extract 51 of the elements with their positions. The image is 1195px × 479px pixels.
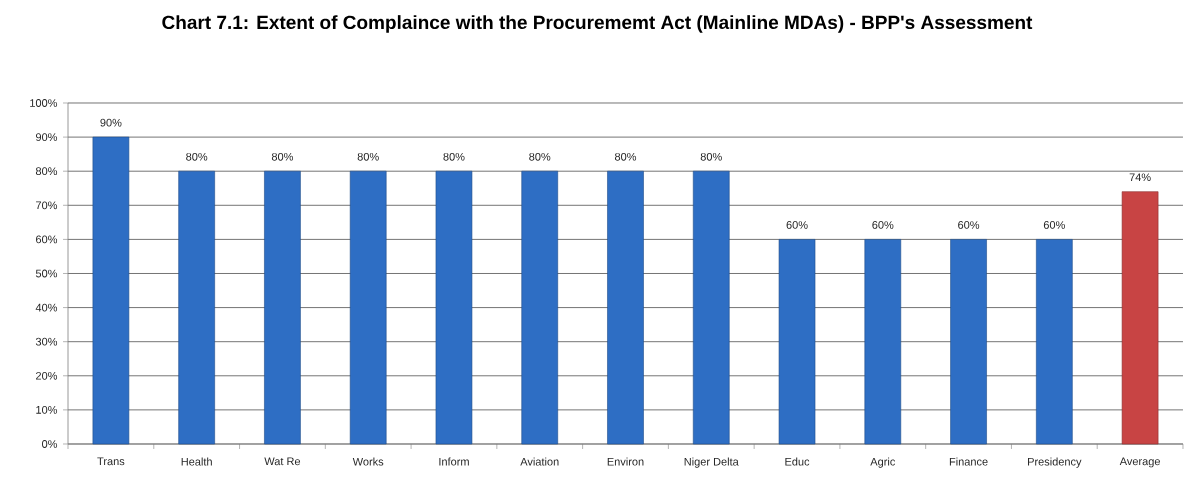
data-label: 80%	[443, 152, 465, 161]
x-tick-label: Works	[352, 457, 384, 466]
x-tick-label: Agric	[870, 457, 896, 468]
bar	[692, 170, 730, 445]
y-tick-label: 90%	[35, 133, 58, 141]
bar	[1036, 239, 1073, 445]
chart-title: Chart 7.1: Extent of Complaince with the Procurememt Act (Mainline MDAs) - BPP's Assessment	[162, 15, 1033, 33]
y-tick-label: 0%	[42, 440, 58, 448]
bar	[1121, 191, 1159, 445]
data-label: 74%	[1129, 173, 1151, 182]
bar	[92, 136, 130, 445]
bar	[178, 170, 215, 445]
data-label: 90%	[100, 118, 122, 127]
x-tick-label: Presidency	[1028, 457, 1082, 468]
y-tick-label: 40%	[35, 303, 58, 312]
y-tick-label: 100%	[30, 99, 58, 107]
x-tick-label: Inform	[439, 457, 469, 466]
data-label: 80%	[271, 152, 294, 161]
data-label: 80%	[357, 152, 379, 161]
data-label: 60%	[786, 221, 808, 229]
data-label: 60%	[872, 221, 894, 229]
bar	[435, 170, 473, 445]
x-tick-label: Aviation	[520, 457, 559, 466]
x-tick-label: Niger Delta	[684, 457, 739, 468]
bar	[264, 170, 301, 445]
x-tick-label: Health	[181, 457, 212, 466]
y-tick-label: 30%	[35, 337, 58, 346]
y-tick-label: 50%	[35, 269, 58, 278]
x-tick-label: Finance	[949, 457, 988, 466]
bar	[950, 239, 987, 445]
data-label: 60%	[1043, 221, 1065, 229]
x-tick-label: Wat Re	[264, 457, 301, 466]
bar	[864, 239, 902, 445]
y-tick-label: 80%	[35, 167, 58, 176]
data-label: 80%	[186, 152, 208, 161]
bar	[607, 170, 644, 445]
x-tick-label: Average	[1119, 457, 1160, 468]
y-tick-label: 10%	[36, 406, 58, 414]
data-label: 80%	[614, 152, 637, 161]
x-tick-label: Educ	[785, 457, 810, 466]
bar	[349, 170, 387, 445]
y-tick-label: 20%	[36, 371, 58, 380]
x-tick-label: Trans	[97, 457, 125, 466]
bar	[778, 239, 816, 445]
data-label: 80%	[529, 152, 551, 161]
data-label: 80%	[700, 152, 722, 161]
x-tick-label: Environ	[607, 457, 644, 466]
y-tick-label: 70%	[36, 201, 58, 210]
y-tick-label: 60%	[36, 235, 58, 244]
data-label: 60%	[958, 221, 980, 229]
bar	[521, 170, 559, 445]
